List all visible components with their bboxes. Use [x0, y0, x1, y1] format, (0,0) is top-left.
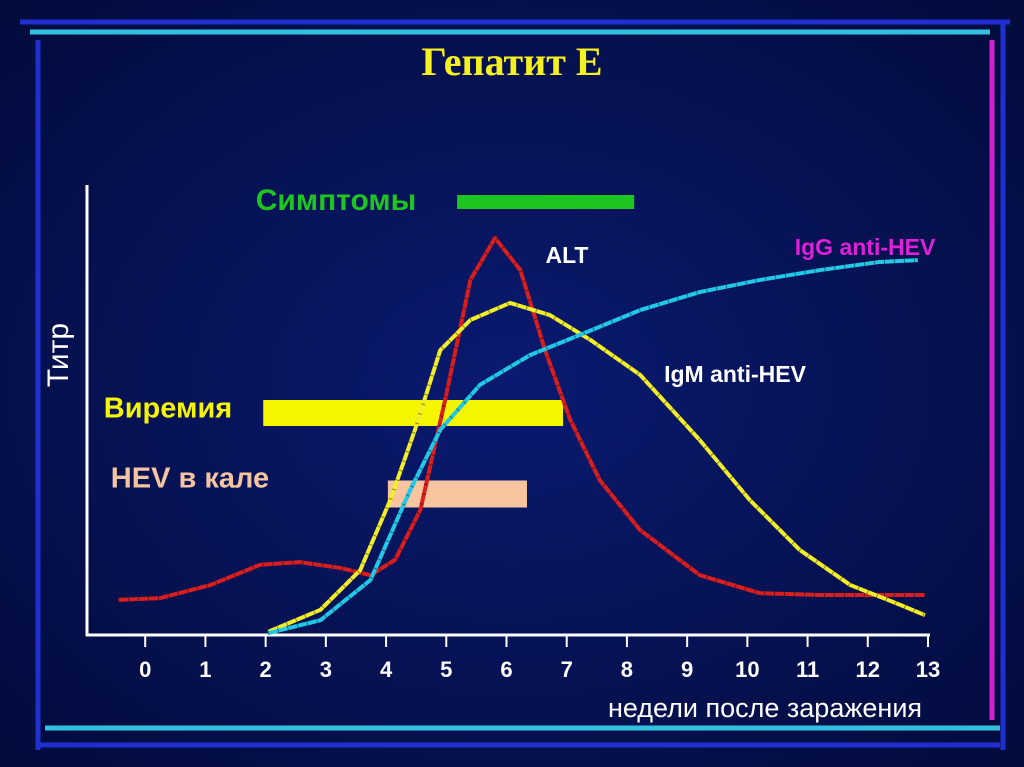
x-tick-label: 3	[320, 657, 332, 682]
range-bar	[457, 195, 635, 209]
x-tick-label: 1	[199, 657, 211, 682]
x-tick-label: 4	[380, 657, 393, 682]
range-bar	[263, 400, 564, 426]
series-label: ALT	[545, 242, 588, 268]
x-tick-label: 5	[440, 657, 452, 682]
x-tick-label: 6	[500, 657, 512, 682]
series-label: IgM anti-HEV	[664, 361, 806, 387]
x-tick-label: 12	[856, 657, 880, 682]
y-axis-label: Титр	[42, 323, 75, 387]
series-label: IgG anti-HEV	[795, 234, 936, 260]
x-tick-label: 0	[139, 657, 151, 682]
title: Гепатит Е	[421, 39, 602, 84]
frame	[20, 19, 1010, 750]
x-tick-label: 9	[681, 657, 693, 682]
x-axis-label: недели после заражения	[608, 693, 922, 723]
range-label: HEV в кале	[111, 463, 269, 495]
x-tick-label: 11	[796, 657, 819, 682]
x-tick-label: 8	[621, 657, 633, 682]
x-tick-label: 13	[916, 657, 940, 682]
series-line	[267, 258, 918, 636]
x-tick-label: 7	[561, 657, 573, 682]
series-line	[118, 236, 925, 602]
series-line	[267, 300, 926, 634]
series-dash	[267, 300, 926, 634]
range-label: Симптомы	[256, 184, 416, 217]
x-tick-label: 2	[260, 657, 272, 682]
x-tick-label: 10	[735, 657, 759, 682]
range-label: Виремия	[104, 393, 232, 425]
